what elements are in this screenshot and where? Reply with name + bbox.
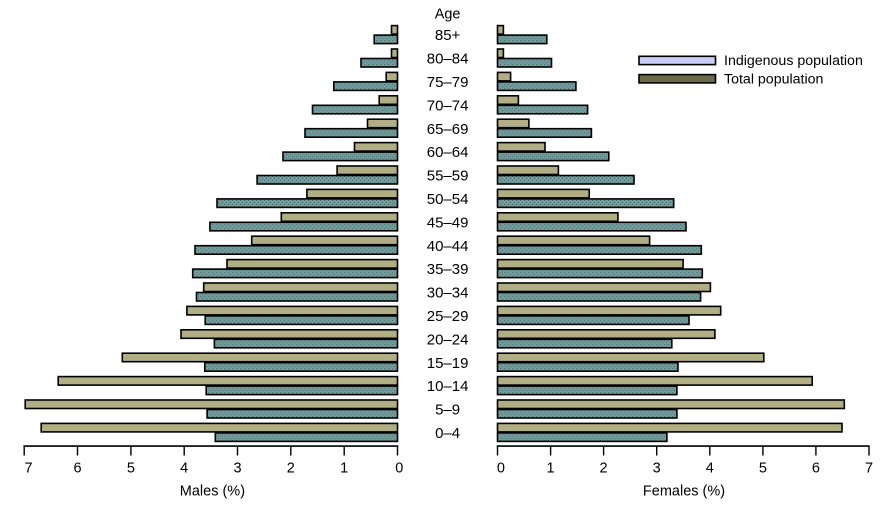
svg-text:40–44: 40–44: [427, 238, 469, 255]
svg-text:85+: 85+: [435, 27, 461, 44]
svg-text:45–49: 45–49: [427, 214, 469, 231]
svg-text:3: 3: [653, 461, 661, 477]
svg-text:5–9: 5–9: [435, 402, 460, 419]
svg-text:7: 7: [24, 461, 32, 477]
svg-text:35–39: 35–39: [427, 261, 469, 278]
svg-text:6: 6: [73, 461, 81, 477]
svg-text:Age: Age: [435, 7, 461, 23]
svg-text:Males (%): Males (%): [180, 484, 245, 500]
svg-text:15–19: 15–19: [427, 355, 469, 372]
svg-text:60–64: 60–64: [427, 144, 469, 161]
svg-text:4: 4: [180, 461, 188, 477]
svg-text:3: 3: [233, 461, 241, 477]
svg-text:Total population: Total population: [724, 72, 823, 88]
svg-text:25–29: 25–29: [427, 308, 469, 325]
svg-text:6: 6: [812, 461, 820, 477]
svg-text:70–74: 70–74: [427, 97, 469, 114]
svg-text:0: 0: [395, 461, 403, 477]
svg-text:80–84: 80–84: [427, 51, 469, 68]
svg-text:5: 5: [127, 461, 135, 477]
svg-text:4: 4: [706, 461, 714, 477]
svg-text:0: 0: [497, 461, 505, 477]
svg-text:10–14: 10–14: [427, 378, 469, 395]
svg-text:Indigenous population: Indigenous population: [724, 53, 863, 69]
svg-text:1: 1: [547, 461, 555, 477]
svg-text:0–4: 0–4: [435, 425, 460, 442]
svg-text:75–79: 75–79: [427, 74, 469, 91]
svg-text:55–59: 55–59: [427, 168, 469, 185]
svg-text:1: 1: [340, 461, 348, 477]
svg-text:20–24: 20–24: [427, 331, 469, 348]
svg-text:2: 2: [600, 461, 608, 477]
svg-text:65–69: 65–69: [427, 121, 469, 138]
svg-text:Females (%): Females (%): [643, 484, 725, 500]
svg-text:30–34: 30–34: [427, 285, 469, 302]
svg-text:7: 7: [865, 461, 873, 477]
svg-text:5: 5: [759, 461, 767, 477]
svg-text:50–54: 50–54: [427, 191, 469, 208]
svg-text:2: 2: [287, 461, 295, 477]
